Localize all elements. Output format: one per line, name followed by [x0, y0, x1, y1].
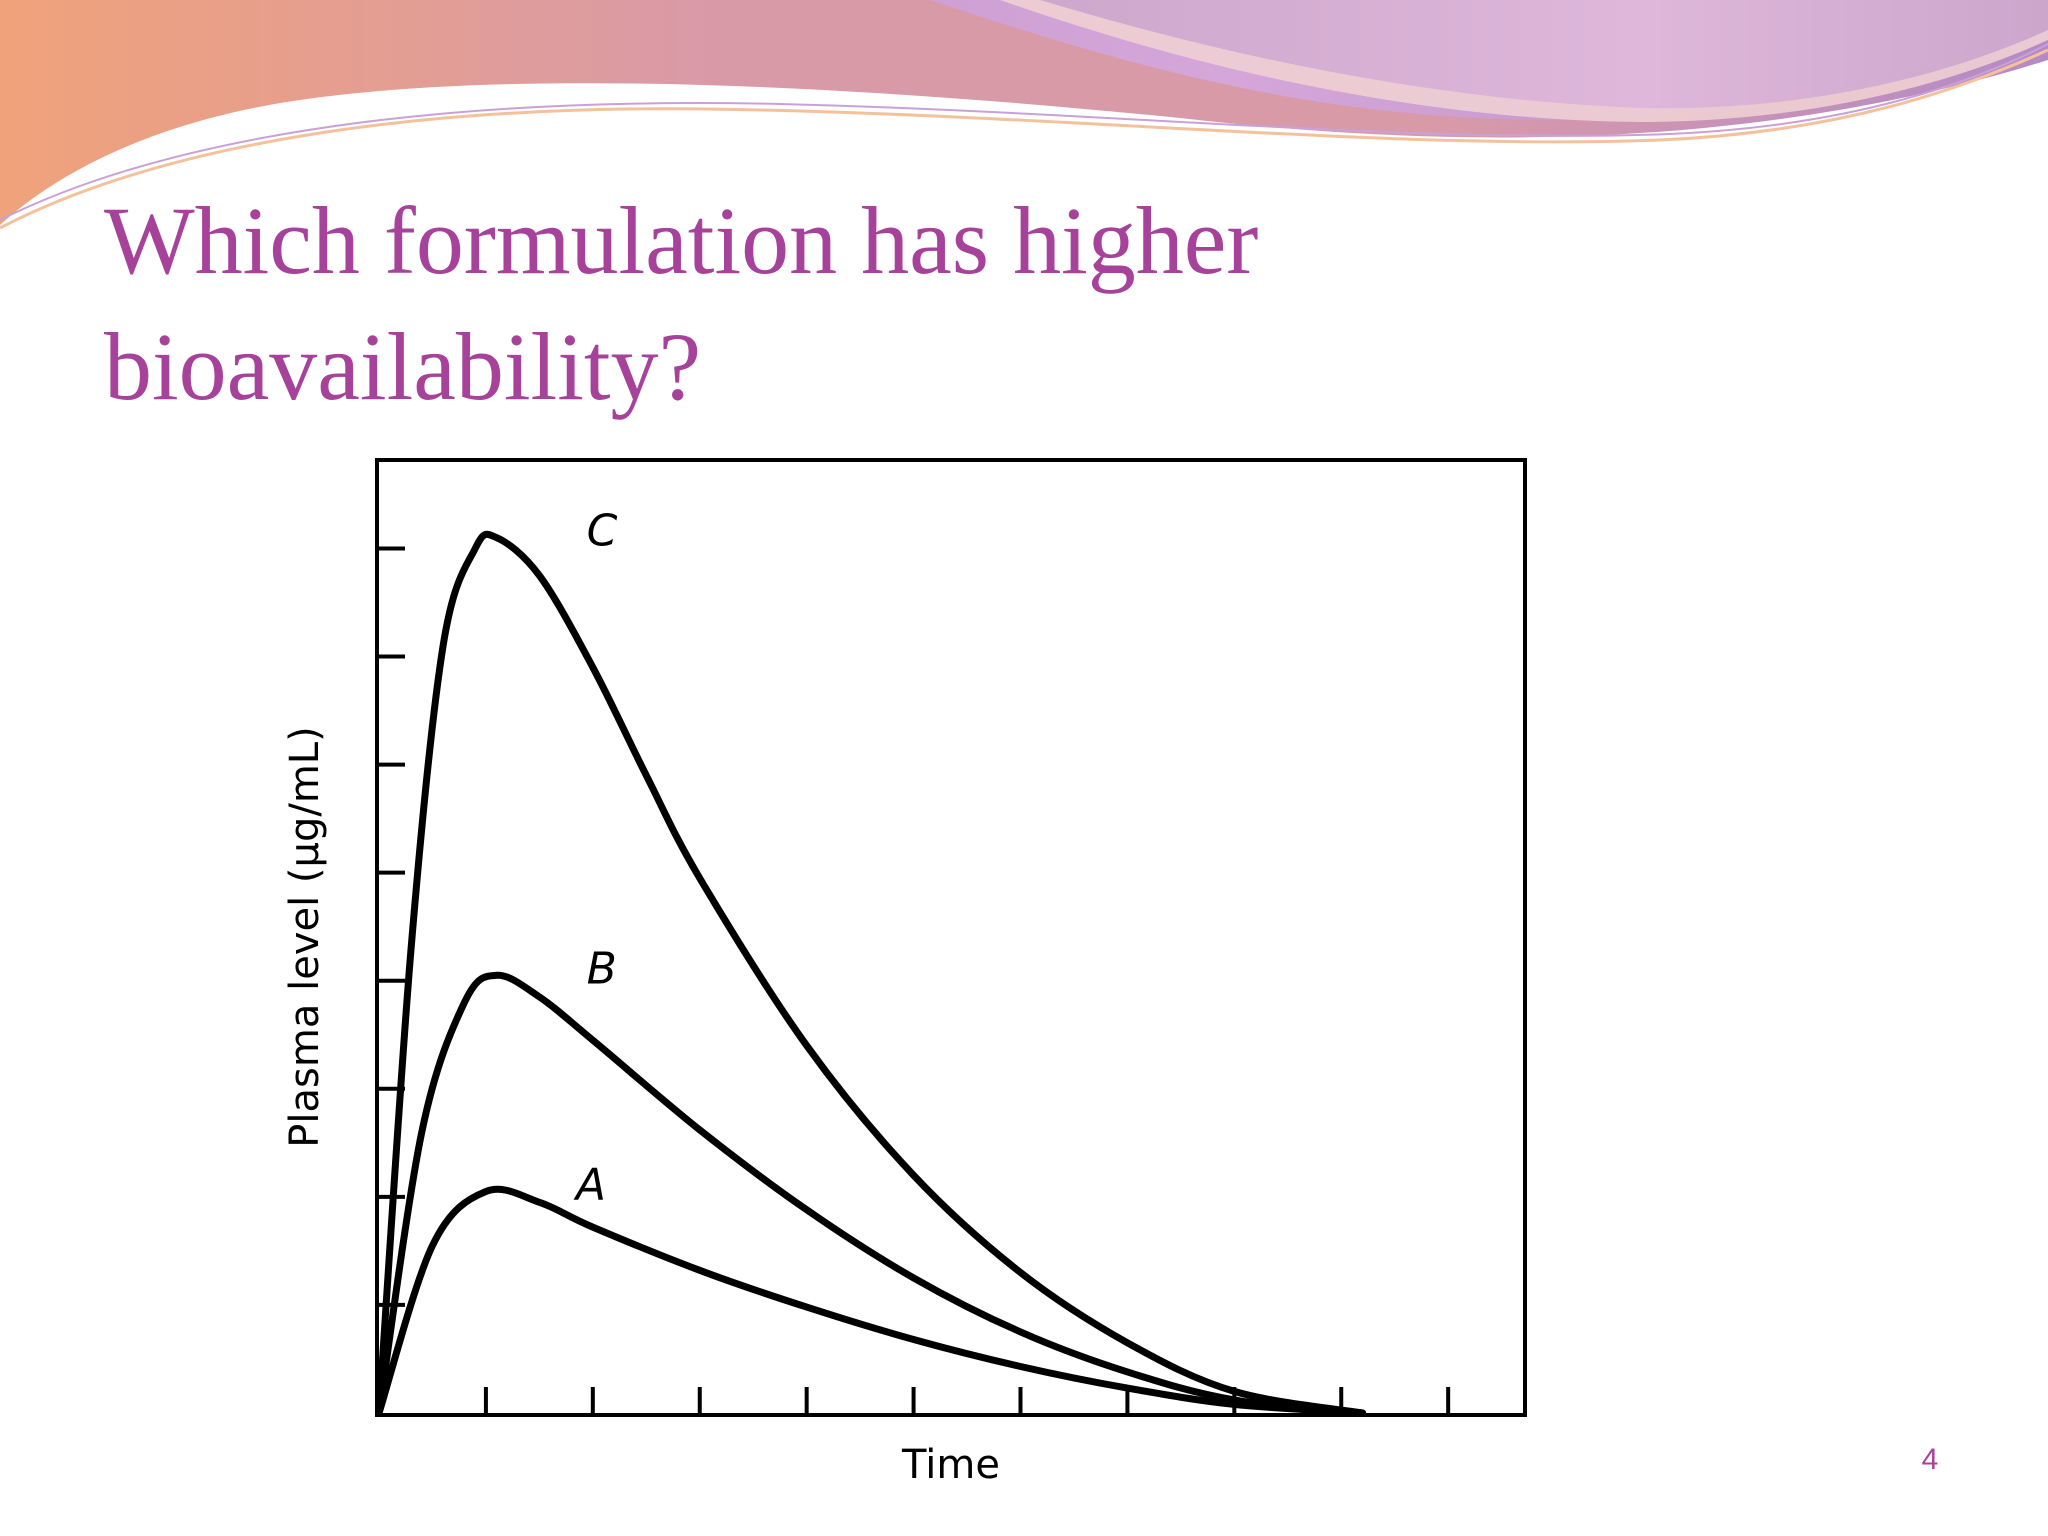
- slide-number: 4: [1921, 1443, 1939, 1476]
- header-wave-decoration: [0, 0, 2048, 230]
- plot-curves: [375, 530, 1367, 1417]
- curve-label-b: B: [587, 943, 617, 994]
- curve-label-c: C: [587, 506, 618, 557]
- x-axis-title: Time: [901, 1442, 1000, 1488]
- curve-a: [375, 1185, 1367, 1417]
- plot-frame: [375, 458, 1527, 1417]
- curve-label-a: A: [573, 1159, 606, 1210]
- slide-title: Which formulation has higher bioavailabi…: [104, 178, 1704, 430]
- curve-labels: A B C: [573, 506, 618, 1211]
- curve-b: [375, 971, 1367, 1417]
- y-axis-title: Plasma level (μg/mL): [282, 726, 328, 1147]
- slide-title-line-2: bioavailability?: [104, 313, 702, 420]
- curve-c: [375, 530, 1367, 1417]
- slide-title-line-1: Which formulation has higher: [104, 187, 1259, 294]
